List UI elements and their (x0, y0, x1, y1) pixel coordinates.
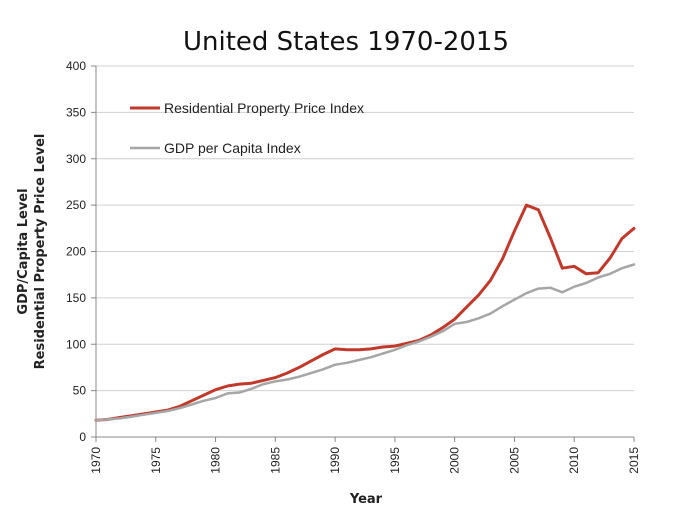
y-axis-title-line-1: GDP/Capita Level (16, 188, 31, 314)
x-tick-label-1985: 1985 (268, 447, 282, 474)
y-tick-label-350: 350 (66, 105, 86, 119)
x-tick-labels: 1970 1975 1980 1985 1990 1995 2000 2005 2010 2015 (89, 437, 641, 474)
x-tick-label-2005: 2005 (507, 447, 521, 474)
x-tick-label-2010: 2010 (567, 447, 581, 474)
x-tick-label-2000: 2000 (448, 447, 462, 474)
x-tick-label-1990: 1990 (328, 447, 342, 474)
y-tick-label-300: 300 (66, 152, 86, 166)
y-tick-label-400: 400 (66, 59, 86, 73)
chart-title: United States 1970-2015 (183, 27, 509, 57)
gridlines (96, 65, 634, 392)
x-tick-label-1975: 1975 (149, 447, 163, 474)
y-tick-label-100: 100 (66, 337, 86, 351)
x-tick-label-1995: 1995 (388, 447, 402, 474)
y-tick-label-150: 150 (66, 291, 86, 305)
series-lines (94, 203, 636, 422)
legend-label-residential-property-price-index: Residential Property Price Index (164, 100, 364, 116)
legend: Residential Property Price Index GDP per … (130, 100, 364, 156)
y-tick-label-250: 250 (66, 198, 86, 212)
x-axis-title: Year (349, 492, 383, 507)
y-tick-label-0: 0 (79, 430, 86, 444)
y-tick-labels: 0 50 100 150 200 250 300 350 400 (66, 59, 96, 444)
x-tick-label-2015: 2015 (627, 447, 641, 474)
series-line-gdp-per-capita-index (94, 263, 636, 422)
y-tick-label-200: 200 (66, 245, 86, 259)
legend-label-gdp-per-capita-index: GDP per Capita Index (164, 140, 301, 156)
series-line-residential-property-price-index (94, 203, 636, 422)
y-axis-title-line-2: Residential Property Price Level (33, 134, 48, 370)
y-tick-label-50: 50 (73, 384, 87, 398)
x-tick-label-1980: 1980 (209, 447, 223, 474)
x-tick-label-1970: 1970 (89, 447, 103, 474)
